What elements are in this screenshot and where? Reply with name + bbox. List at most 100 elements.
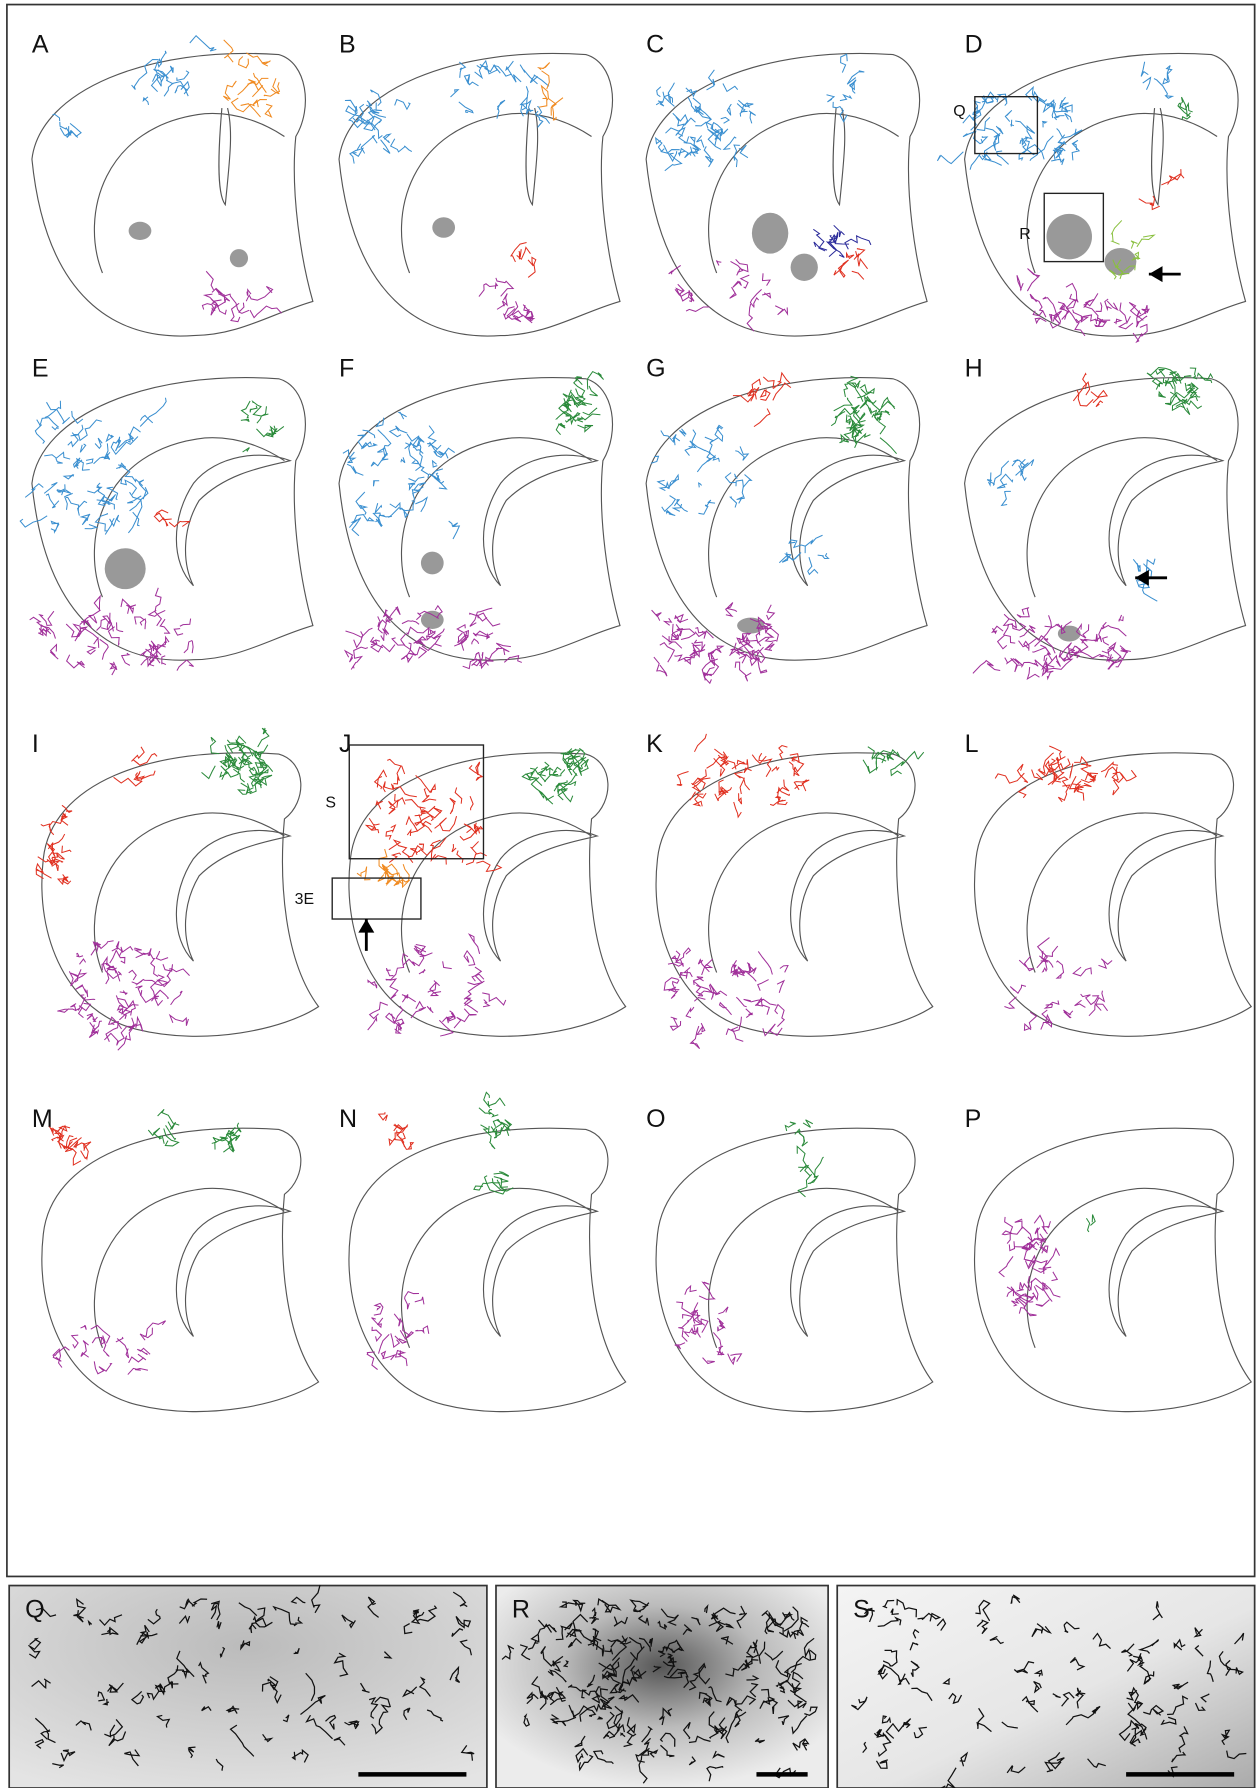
fiber [407,830,411,836]
panel-label: O [646,1105,665,1133]
fiber [459,62,465,78]
section-outline [965,378,1246,661]
fiber [243,448,250,452]
section-outline [349,1128,626,1411]
fiber [661,149,676,161]
fiber [654,657,667,676]
fiber [143,97,148,105]
panel-label: K [646,730,663,758]
fiber [1027,269,1039,292]
fiber [433,629,444,644]
fiber [160,619,169,633]
section-outline [646,378,927,661]
fiber [77,459,90,470]
fiber [128,1368,148,1374]
fiber [695,122,721,134]
figure: ABCDEFGHIJKLMNOPQRS3E QRS [0,0,1257,1788]
fiber [253,100,267,108]
fiber [117,622,124,631]
fiber [416,775,436,792]
fiber [372,1327,381,1341]
white-matter [709,1188,899,1347]
fiber [891,761,903,775]
fiber [835,412,845,418]
fiber [840,95,851,101]
fiber [118,1025,135,1050]
ventricle [791,455,905,586]
fiber [1016,460,1034,476]
fiber [378,620,389,635]
fiber [220,759,227,767]
section: G [646,354,927,683]
fiber [854,254,868,269]
fiber [389,1138,395,1145]
injection-site [105,548,146,589]
fiber [679,149,696,158]
fiber [121,478,137,494]
fiber [1066,283,1078,308]
fiber [1102,622,1126,636]
fiber [388,501,414,518]
fiber [409,477,425,481]
fiber [415,466,428,477]
fiber [703,1358,715,1364]
section: H [965,354,1246,678]
fiber [387,759,404,774]
fiber [805,535,822,553]
fiber [988,472,990,485]
fiber [72,1335,78,1348]
fiber [662,496,676,512]
fiber [85,989,88,997]
fiber [133,754,157,765]
fiber [1073,382,1089,401]
fiber [412,461,420,467]
fiber [1098,959,1112,968]
fiber [696,793,706,798]
panel-label: E [32,354,49,382]
fiber [730,287,736,298]
fiber [242,401,251,418]
fiber [985,128,999,147]
fiber [155,588,161,626]
injection-site [421,552,444,575]
injection-site [129,222,152,240]
section: K [646,730,933,1049]
fiber [506,61,521,82]
fiber [354,647,368,663]
fiber [673,434,680,445]
fiber [390,503,400,510]
section: M [32,1105,319,1411]
fiber [747,304,754,331]
fiber [1060,97,1069,112]
fiber [471,841,478,854]
fiber [372,1318,383,1328]
fiber [404,645,415,655]
panel-label: A [32,30,49,58]
fiber [664,146,680,153]
fiber [64,475,73,479]
fiber [676,948,691,964]
fiber [220,1130,235,1137]
fiber [464,998,477,1012]
photo-label: R [512,1595,530,1623]
fiber [691,1026,700,1049]
fiber [1084,293,1098,305]
fiber [211,737,220,753]
fiber [238,783,248,794]
fiber [736,475,751,488]
fiber [669,987,678,998]
fiber [386,825,395,839]
fiber [76,953,83,956]
fiber [1043,297,1058,315]
fiber [91,942,101,955]
fiber [813,229,825,251]
fiber [346,628,373,637]
fiber [345,651,353,662]
fiber [439,1020,453,1036]
fiber [765,642,774,650]
fiber [371,640,395,652]
fiber [539,63,550,70]
fiber [852,271,864,279]
fiber [1030,136,1053,161]
fiber [789,762,799,776]
